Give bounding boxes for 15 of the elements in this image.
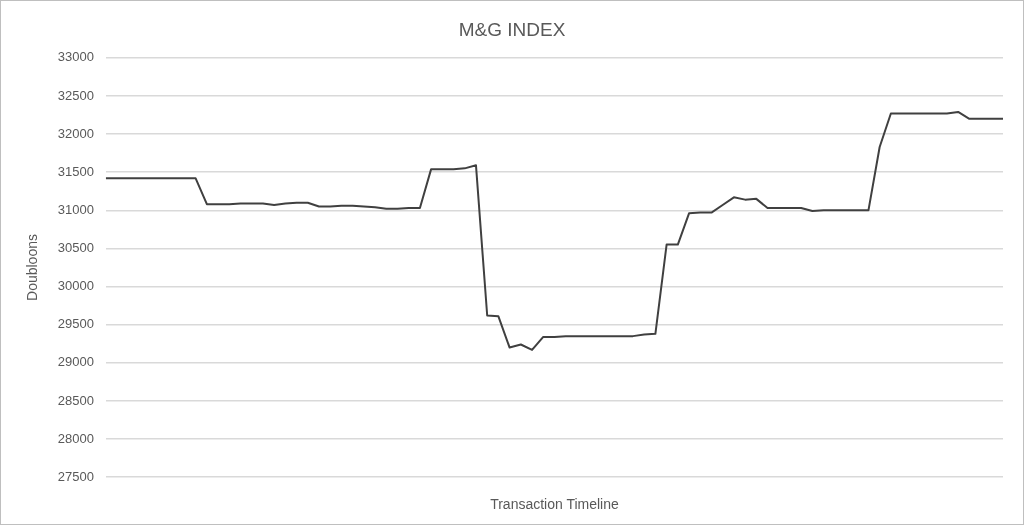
chart-title: M&G INDEX — [458, 18, 566, 40]
y-tick-label: 30500 — [57, 240, 94, 256]
y-tick-label: 32000 — [57, 125, 94, 141]
y-tick-label: 29500 — [57, 316, 94, 332]
y-tick-label: 29000 — [57, 354, 94, 370]
y-axis-title: Doubloons — [24, 234, 41, 301]
y-tick-label: 28500 — [57, 392, 94, 408]
x-axis-title: Transaction Timeline — [490, 496, 620, 513]
y-tick-label: 31000 — [57, 201, 94, 217]
y-tick-label: 28000 — [57, 430, 94, 446]
y-tick-label: 30000 — [57, 278, 94, 294]
y-tick-label: 27500 — [57, 468, 94, 484]
y-tick-label: 32500 — [57, 87, 94, 103]
y-tick-label: 31500 — [57, 163, 94, 179]
y-tick-label: 33000 — [57, 49, 94, 65]
